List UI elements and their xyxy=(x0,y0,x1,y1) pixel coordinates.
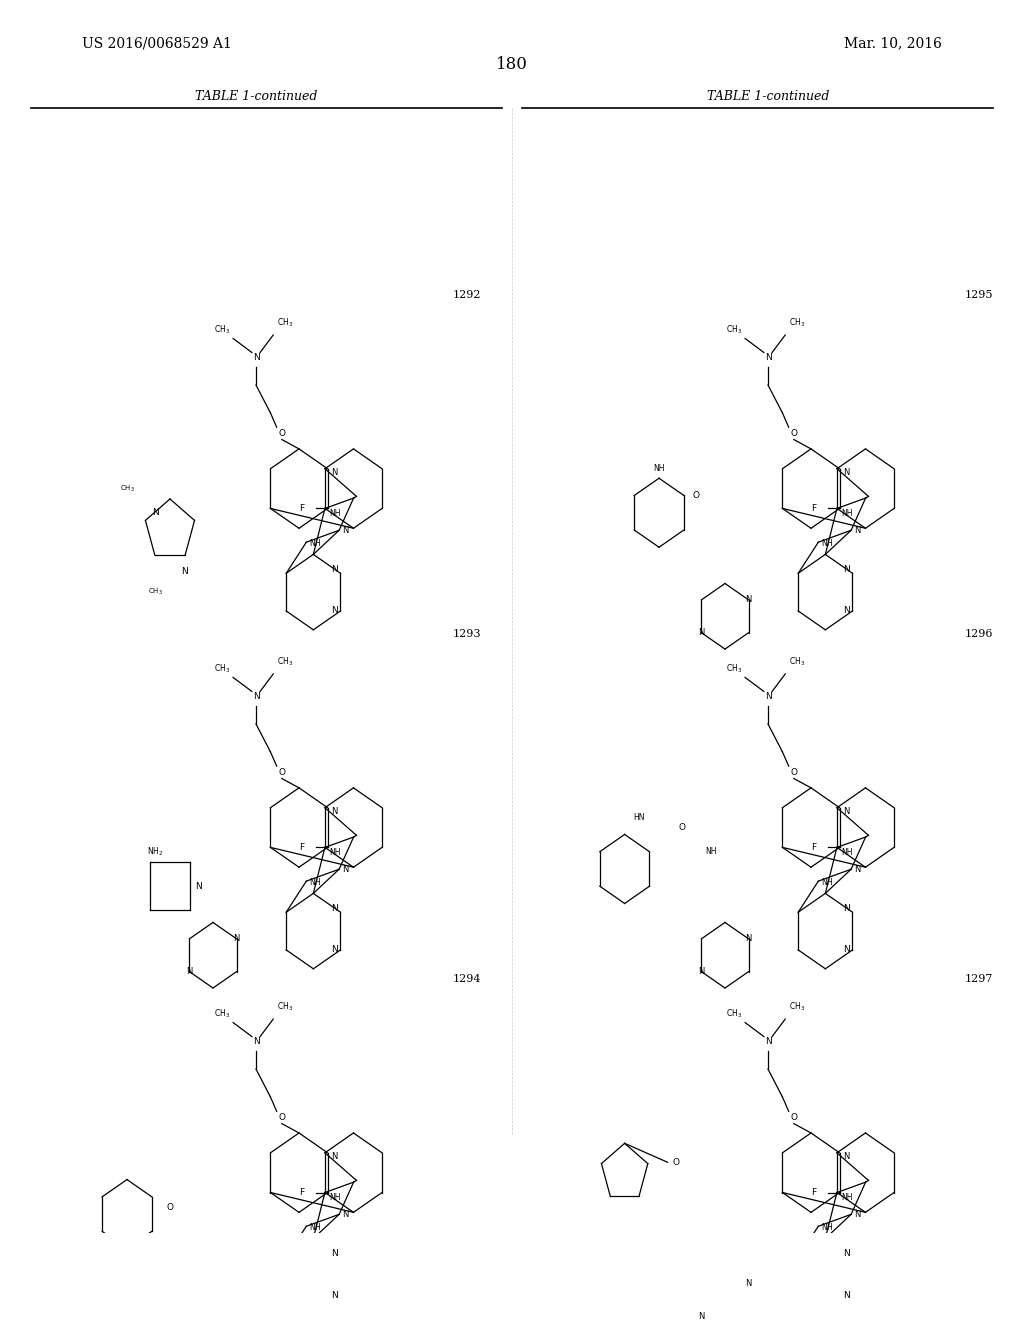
Text: $\mathsf{CH_3}$: $\mathsf{CH_3}$ xyxy=(120,483,134,494)
Text: O: O xyxy=(791,1113,798,1122)
Text: O: O xyxy=(673,1158,680,1167)
Text: F: F xyxy=(299,504,304,513)
Text: 1292: 1292 xyxy=(453,289,481,300)
Text: $\mathsf{CH_3}$: $\mathsf{CH_3}$ xyxy=(788,656,805,668)
Text: O: O xyxy=(693,491,699,500)
Text: NH: NH xyxy=(705,847,717,857)
Text: N: N xyxy=(843,565,850,574)
Text: 1294: 1294 xyxy=(453,974,481,983)
Text: N: N xyxy=(342,525,348,535)
Text: N: N xyxy=(745,595,752,605)
Text: $\mathsf{NH}$: $\mathsf{NH}$ xyxy=(821,1221,834,1232)
Text: N: N xyxy=(745,935,752,944)
Text: N: N xyxy=(196,882,202,891)
Text: O: O xyxy=(679,824,685,832)
Text: N: N xyxy=(843,606,850,615)
Text: N: N xyxy=(765,692,771,701)
Text: $\mathsf{CH_3}$: $\mathsf{CH_3}$ xyxy=(276,656,293,668)
Text: N: N xyxy=(331,945,338,954)
Text: 1293: 1293 xyxy=(453,628,481,639)
Text: N: N xyxy=(843,945,850,954)
Text: F: F xyxy=(811,504,816,513)
Text: N: N xyxy=(186,968,193,975)
Text: $\mathsf{NH_2}$: $\mathsf{NH_2}$ xyxy=(147,845,164,858)
Text: $\mathsf{NH}$: $\mathsf{NH}$ xyxy=(309,875,322,887)
Text: N: N xyxy=(331,606,338,615)
Text: F: F xyxy=(811,1188,816,1197)
Text: O: O xyxy=(791,768,798,777)
Text: NH: NH xyxy=(330,510,341,519)
Text: $\mathsf{CH_3}$: $\mathsf{CH_3}$ xyxy=(726,1007,741,1020)
Text: F: F xyxy=(299,1188,304,1197)
Text: $\mathsf{CH_3}$: $\mathsf{CH_3}$ xyxy=(276,317,293,329)
Text: F: F xyxy=(299,843,304,851)
Text: N: N xyxy=(765,1038,771,1045)
Text: 1296: 1296 xyxy=(965,628,993,639)
Text: N: N xyxy=(342,865,348,874)
Text: Mar. 10, 2016: Mar. 10, 2016 xyxy=(844,36,942,50)
Text: $\mathsf{CH_3}$: $\mathsf{CH_3}$ xyxy=(788,317,805,329)
Text: N: N xyxy=(181,566,187,576)
Text: 1295: 1295 xyxy=(965,289,993,300)
Text: NH: NH xyxy=(330,847,341,857)
Text: $\mathsf{NH}$: $\mathsf{NH}$ xyxy=(309,1221,322,1232)
Text: N: N xyxy=(843,467,849,477)
Text: N: N xyxy=(331,467,337,477)
Text: N: N xyxy=(843,904,850,913)
Text: N: N xyxy=(253,352,259,362)
Text: NH: NH xyxy=(842,847,853,857)
Text: N: N xyxy=(854,865,860,874)
Text: N: N xyxy=(843,1250,850,1258)
Text: US 2016/0068529 A1: US 2016/0068529 A1 xyxy=(82,36,231,50)
Text: N: N xyxy=(153,508,159,517)
Text: $\mathsf{CH_3}$: $\mathsf{CH_3}$ xyxy=(214,1007,229,1020)
Text: N: N xyxy=(854,1210,860,1218)
Text: TABLE 1-continued: TABLE 1-continued xyxy=(707,90,829,103)
Text: $\mathsf{CH_3}$: $\mathsf{CH_3}$ xyxy=(726,323,741,337)
Text: O: O xyxy=(279,768,286,777)
Text: $\mathsf{CH_3}$: $\mathsf{CH_3}$ xyxy=(148,587,163,597)
Text: $\mathsf{CH_3}$: $\mathsf{CH_3}$ xyxy=(788,1001,805,1014)
Text: N: N xyxy=(698,1312,705,1320)
Text: N: N xyxy=(331,565,338,574)
Text: HN: HN xyxy=(633,813,645,821)
Text: 180: 180 xyxy=(496,55,528,73)
Text: O: O xyxy=(279,1113,286,1122)
Text: N: N xyxy=(331,1291,338,1300)
Text: N: N xyxy=(331,807,337,816)
Text: NH: NH xyxy=(653,465,665,473)
Text: N: N xyxy=(331,1250,338,1258)
Text: N: N xyxy=(342,1210,348,1218)
Text: $\mathsf{CH_3}$: $\mathsf{CH_3}$ xyxy=(726,663,741,675)
Text: N: N xyxy=(331,1152,337,1160)
Text: NH: NH xyxy=(842,510,853,519)
Text: N: N xyxy=(331,904,338,913)
Text: 1297: 1297 xyxy=(965,974,993,983)
Text: NH: NH xyxy=(330,1193,341,1203)
Text: N: N xyxy=(253,1038,259,1045)
Text: N: N xyxy=(698,628,705,638)
Text: O: O xyxy=(279,429,286,438)
Text: $\mathsf{CH_3}$: $\mathsf{CH_3}$ xyxy=(214,323,229,337)
Text: TABLE 1-continued: TABLE 1-continued xyxy=(195,90,317,103)
Text: O: O xyxy=(167,1203,173,1212)
Text: N: N xyxy=(843,1291,850,1300)
Text: N: N xyxy=(253,692,259,701)
Text: $\mathsf{CH_3}$: $\mathsf{CH_3}$ xyxy=(214,663,229,675)
Text: N: N xyxy=(843,807,849,816)
Text: $\mathsf{NH}$: $\mathsf{NH}$ xyxy=(821,875,834,887)
Text: F: F xyxy=(811,843,816,851)
Text: NH: NH xyxy=(842,1193,853,1203)
Text: O: O xyxy=(791,429,798,438)
Text: N: N xyxy=(233,935,240,944)
Text: $\mathsf{CH_3}$: $\mathsf{CH_3}$ xyxy=(276,1001,293,1014)
Text: N: N xyxy=(765,352,771,362)
Text: N: N xyxy=(698,968,705,975)
Text: $\mathsf{NH}$: $\mathsf{NH}$ xyxy=(821,537,834,548)
Text: N: N xyxy=(843,1152,849,1160)
Text: $\mathsf{NH}$: $\mathsf{NH}$ xyxy=(309,537,322,548)
Text: N: N xyxy=(854,525,860,535)
Text: N: N xyxy=(745,1279,752,1288)
